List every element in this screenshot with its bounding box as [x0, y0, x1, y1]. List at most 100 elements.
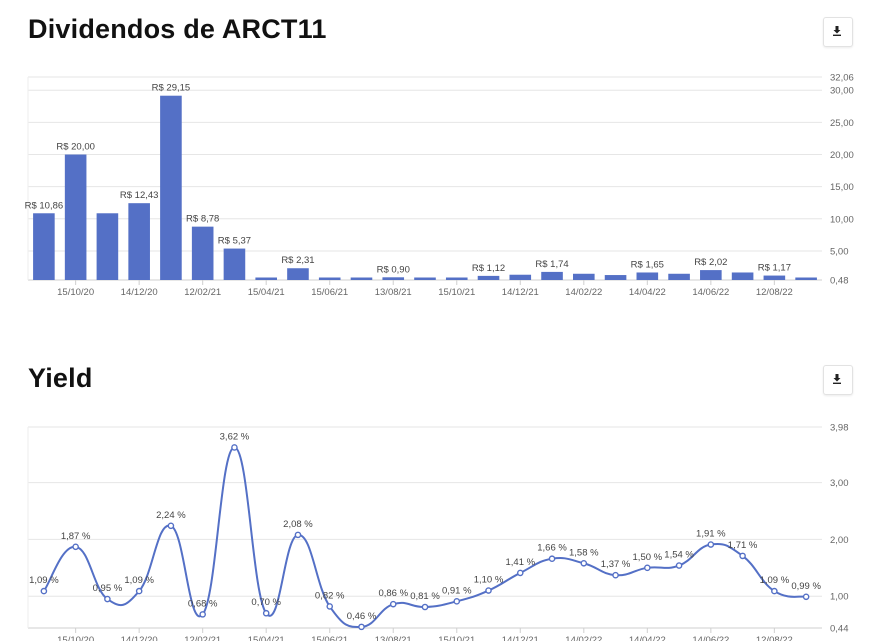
data-label: 0,91 % [442, 585, 472, 596]
bar [160, 95, 182, 280]
data-point [548, 555, 556, 563]
data-point [389, 600, 397, 608]
data-point [294, 531, 302, 539]
x-tick-label: 15/04/21 [248, 635, 285, 641]
data-label: R$ 8,78 [186, 214, 219, 225]
bar [573, 273, 595, 280]
y-tick-label: 3,98 [830, 423, 849, 434]
data-point [40, 587, 48, 595]
data-point [421, 603, 429, 611]
bar [636, 272, 659, 280]
yield-download-button[interactable] [823, 365, 853, 395]
dividends-download-button[interactable] [823, 17, 853, 47]
x-tick-label: 12/02/21 [184, 635, 221, 641]
y-tick-label: 0,48 [830, 276, 849, 287]
data-label: 3,62 % [220, 431, 250, 442]
y-tick-label: 20,00 [830, 150, 854, 161]
data-point [262, 609, 270, 617]
bar [604, 275, 627, 280]
data-label: 2,08 % [283, 519, 313, 530]
data-point [358, 623, 365, 631]
data-label: R$ 10,86 [25, 200, 64, 211]
data-label: R$ 5,37 [218, 236, 251, 247]
data-label: 0,81 % [410, 591, 440, 602]
data-label: 0,70 % [251, 597, 281, 608]
x-tick-label: 14/06/22 [692, 635, 729, 641]
data-label: 0,82 % [315, 590, 345, 601]
y-tick-label: 30,00 [830, 86, 854, 97]
data-label: 2,24 % [156, 510, 186, 521]
data-point [485, 587, 492, 594]
download-icon [833, 26, 841, 36]
bar [350, 277, 373, 280]
x-tick-label: 14/02/22 [565, 635, 602, 641]
bar [33, 213, 55, 280]
bar [700, 270, 722, 280]
data-label: 1,10 % [474, 575, 504, 586]
data-point [167, 522, 175, 530]
bar [477, 275, 500, 280]
bar [445, 277, 468, 280]
data-point [516, 569, 524, 577]
data-label: R$ 2,31 [281, 255, 314, 266]
data-label: R$ 1,74 [535, 259, 568, 270]
data-label: 0,46 % [347, 611, 377, 622]
data-label: R$ 20,00 [56, 142, 95, 153]
data-label: R$ 2,02 [694, 257, 727, 268]
data-point [326, 603, 334, 610]
y-tick-label: 0,44 [830, 624, 849, 635]
data-point [104, 595, 111, 603]
data-label: 1,58 % [569, 547, 599, 558]
x-tick-label: 15/10/20 [57, 287, 94, 298]
x-tick-label: 14/02/22 [565, 287, 602, 298]
x-tick-label: 14/04/22 [629, 635, 666, 641]
x-tick-label: 13/08/21 [375, 287, 412, 298]
bar [414, 277, 436, 280]
bar [96, 213, 119, 280]
x-tick-label: 15/06/21 [311, 287, 348, 298]
data-point [739, 552, 746, 560]
x-tick-label: 13/08/21 [375, 635, 412, 641]
bar [64, 154, 87, 280]
x-tick-label: 12/08/22 [756, 287, 793, 298]
data-label: 1,91 % [696, 529, 726, 540]
y-tick-label: 25,00 [830, 118, 854, 129]
y-tick-label: 10,00 [830, 214, 854, 225]
data-label: 1,37 % [601, 559, 631, 570]
data-point [644, 564, 651, 572]
bar [382, 277, 405, 280]
bar [731, 272, 754, 280]
data-label: 1,54 % [664, 550, 694, 561]
yield-line-chart: 3,983,002,001,000,441,09 %1,87 %0,95 %1,… [27, 423, 849, 641]
bar [668, 273, 690, 280]
bar [128, 203, 150, 280]
data-label: R$ 12,43 [120, 190, 159, 201]
data-label: 0,86 % [378, 588, 408, 599]
x-tick-label: 14/12/20 [121, 635, 158, 641]
data-label: 1,87 % [61, 531, 91, 542]
y-tick-label: 3,00 [830, 478, 849, 489]
data-point [231, 444, 238, 451]
bar [763, 275, 786, 280]
data-label: R$ 1,17 [758, 263, 791, 274]
data-label: 1,50 % [633, 552, 663, 563]
data-point [802, 593, 810, 601]
data-point [707, 541, 715, 548]
data-label: 1,41 % [505, 557, 535, 568]
dividends-bar-chart: 32,06 30,00 25,00 20,00 15,00 10,00 5,00 0,48 R$… [25, 73, 854, 299]
x-tick-label: 15/04/21 [248, 287, 285, 298]
data-label: 1,71 % [728, 540, 758, 551]
data-label: 0,68 % [188, 598, 218, 609]
x-tick-label: 15/10/21 [438, 635, 475, 641]
data-label: 0,95 % [93, 583, 123, 594]
data-label: 1,09 % [29, 575, 59, 586]
x-tick-label: 14/12/21 [502, 635, 539, 641]
bar [541, 271, 563, 280]
data-point [199, 611, 206, 618]
x-tick-label: 14/12/21 [502, 287, 539, 298]
data-label: 1,09 % [124, 575, 154, 586]
x-tick-label: 12/02/21 [184, 287, 221, 298]
x-tick-label: 14/06/22 [692, 287, 729, 298]
download-icon [833, 374, 841, 384]
bar [795, 277, 817, 280]
